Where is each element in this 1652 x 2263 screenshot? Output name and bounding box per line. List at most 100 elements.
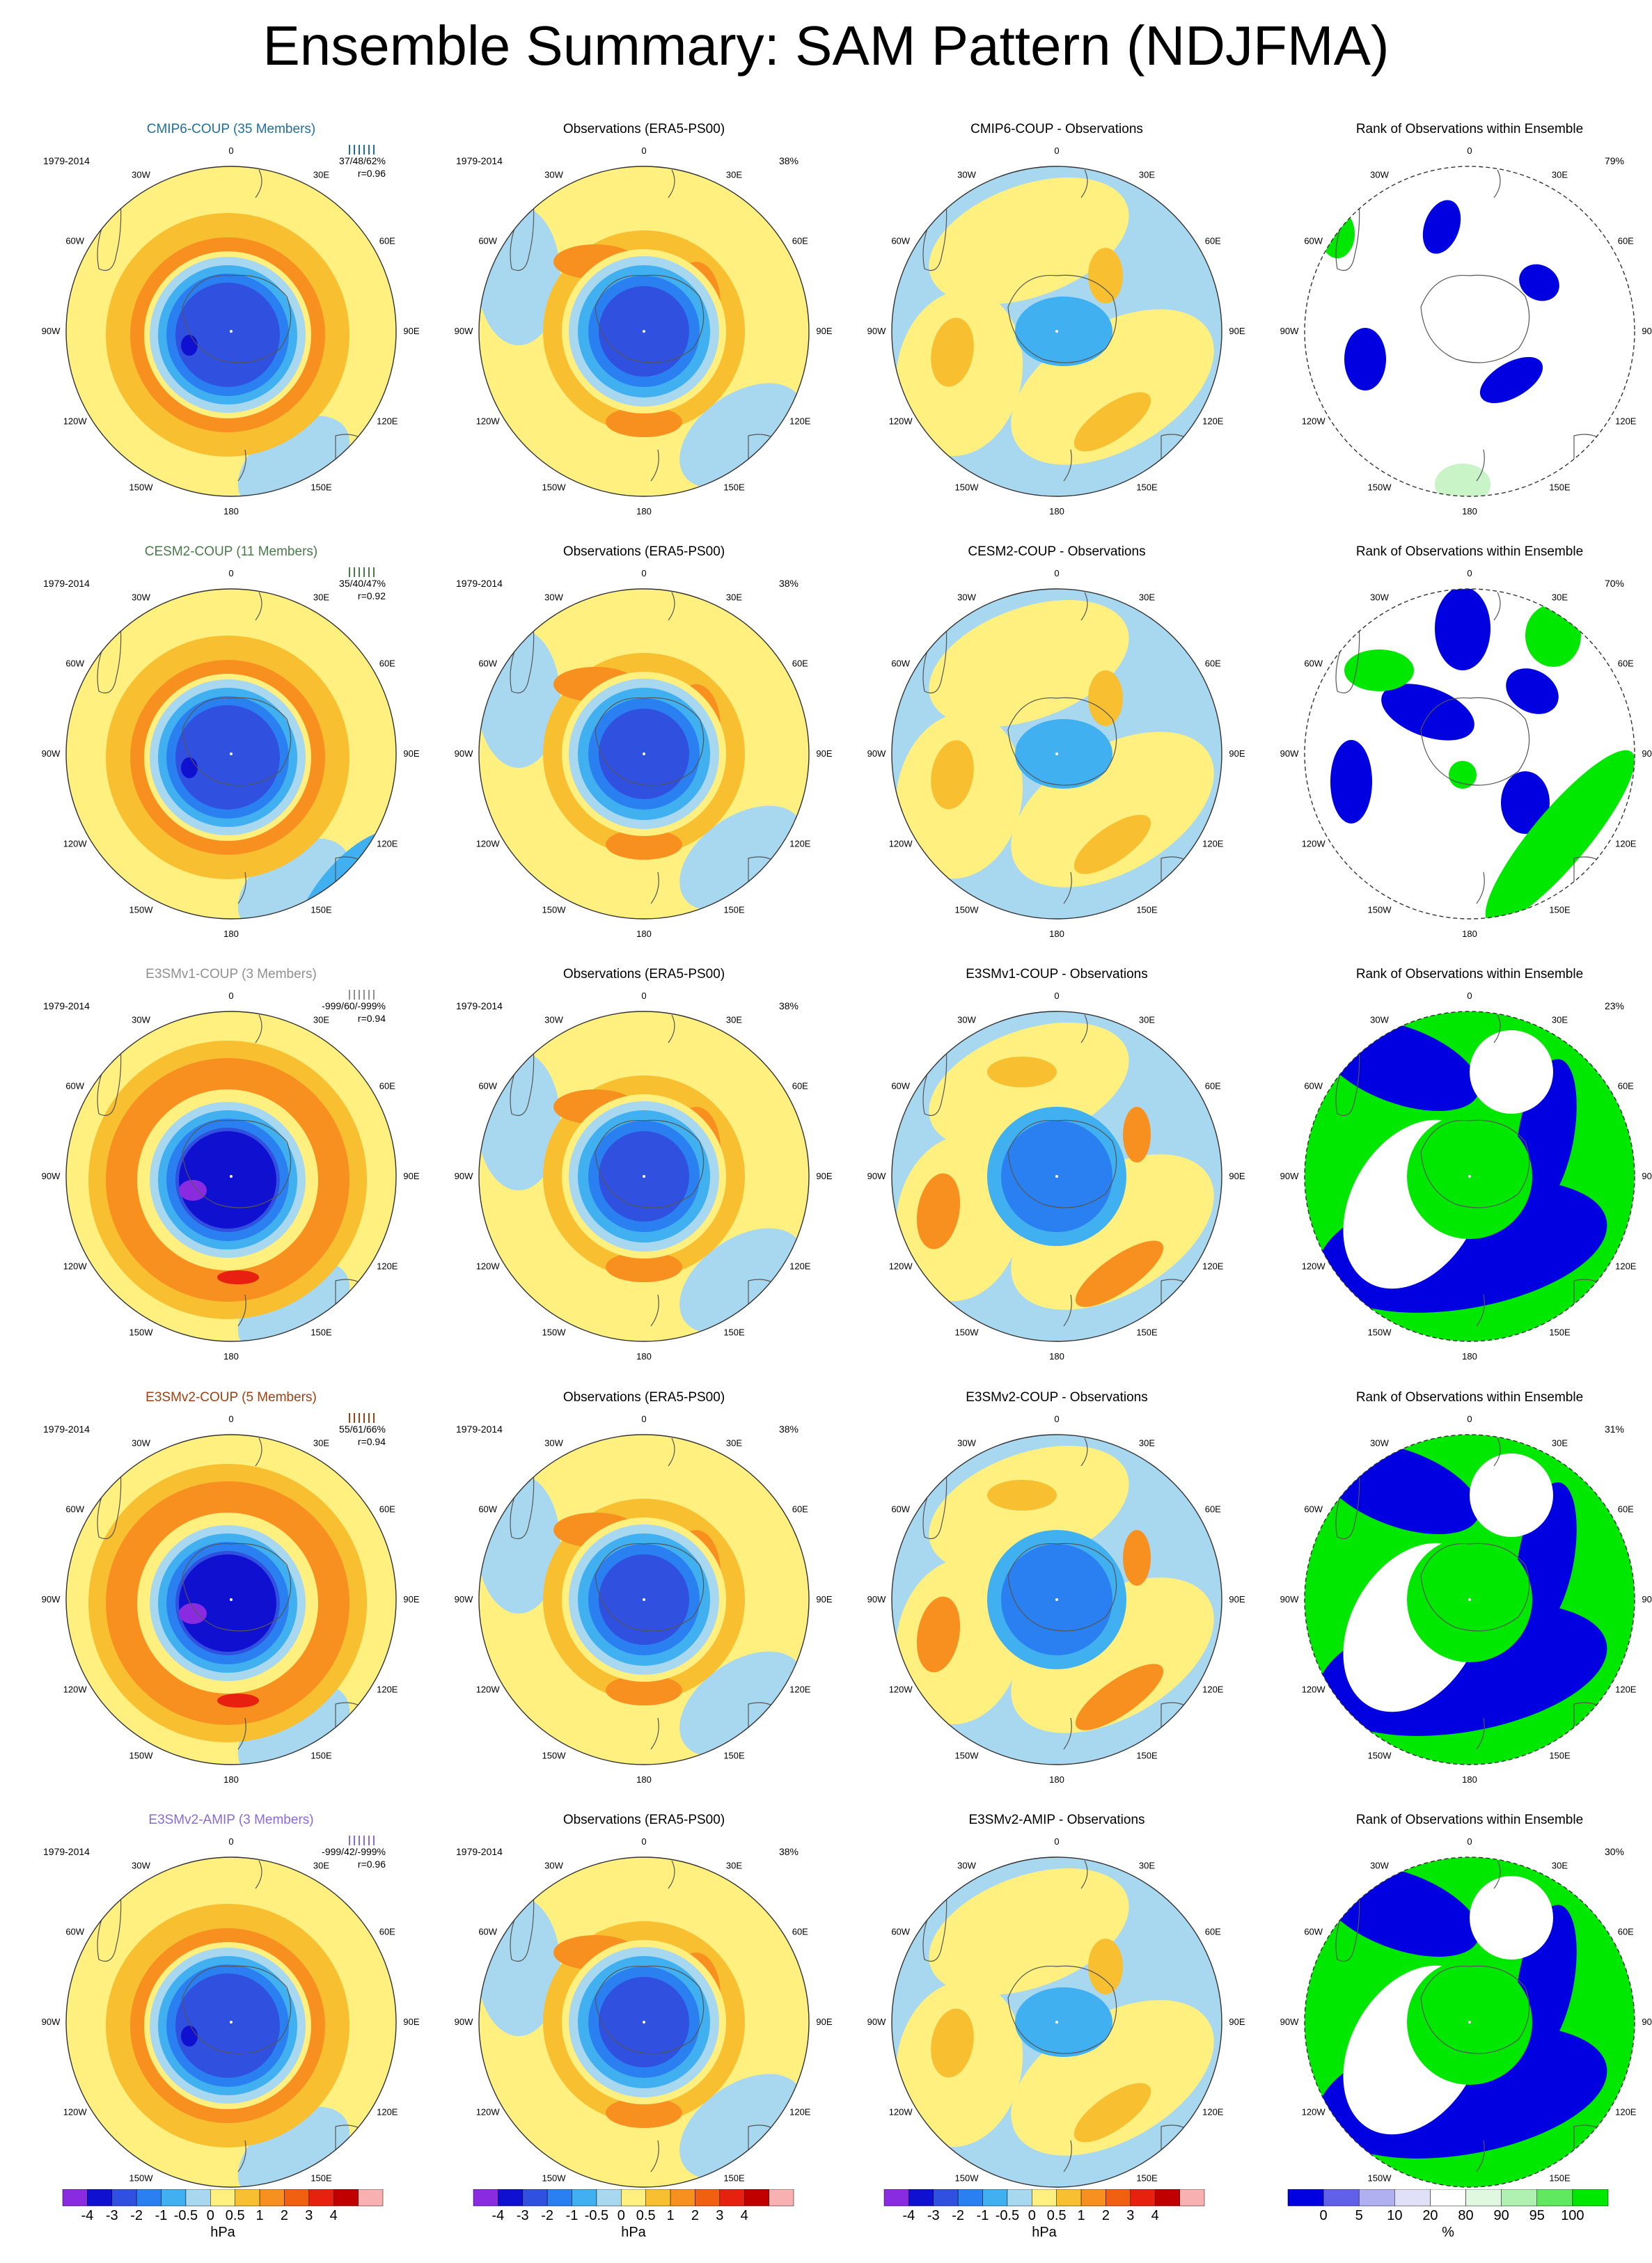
difference-title: E3SMv2-COUP - Observations [966, 1390, 1148, 1405]
pattern-correlation: r=0.94 [358, 1013, 386, 1024]
south-pole-marker [230, 1598, 233, 1601]
colorbar-tick-label: 3 [305, 2208, 313, 2223]
rank-percentage: 31% [1605, 1424, 1624, 1435]
colorbar-tick-label: -0.5 [996, 2208, 1019, 2223]
new-zealand-coastline [650, 2140, 660, 2173]
longitude-label: 90W [1280, 1594, 1298, 1604]
difference-panel: 0 30E 60E 90E 120E 150E 180 150W 120W 90W 60W 30W CE… [867, 538, 1259, 956]
extreme-negative-region [181, 2026, 198, 2047]
colorbar-tick-label: -1 [566, 2208, 579, 2223]
longitude-label: 60E [792, 1927, 808, 1937]
longitude-label: 120W [63, 838, 88, 849]
longitude-label: 30E [1139, 592, 1155, 603]
rank-title: Rank of Observations within Ensemble [1356, 122, 1583, 136]
longitude-label: 120W [889, 2107, 913, 2118]
hpa-colorbar-difference: -4 -3 -2 -1 -0.5 0 0.5 1 2 3 4 hPa [870, 2189, 1218, 2248]
colorbar-tick-label: 0 [617, 2208, 625, 2223]
longitude-label: 0 [1467, 145, 1472, 156]
colorbar-tick-label: -4 [81, 2208, 93, 2223]
positive-region [606, 1674, 683, 1705]
colorbar-segment [1501, 2189, 1538, 2207]
longitude-label: 0 [229, 568, 234, 578]
longitude-label: 60W [891, 1504, 910, 1514]
longitude-label: 90E [1642, 1594, 1652, 1604]
south-pole-marker [230, 1175, 233, 1178]
period-label: 1979-2014 [456, 1846, 503, 1857]
longitude-label: 90E [817, 1594, 833, 1604]
longitude-label: 120W [63, 416, 88, 426]
antarctica-coastline [182, 1543, 292, 1632]
model-panel: 030E60E90E120E150E180150W120W90W60W30WE3… [42, 1806, 433, 2224]
difference-title: CMIP6-COUP - Observations [970, 122, 1143, 136]
map-boundary [891, 1433, 1222, 1765]
south-pole-marker [1055, 1175, 1058, 1178]
new-zealand-coastline [1476, 1295, 1485, 1327]
longitude-label: 180 [1462, 1774, 1477, 1785]
map-boundary [891, 165, 1222, 497]
longitude-label: 90E [404, 2017, 420, 2027]
longitude-label: 60E [379, 1927, 395, 1937]
south-pole-marker [1055, 1598, 1058, 1601]
rank-title: Rank of Observations within Ensemble [1356, 544, 1583, 559]
colorbar-tick-label: 1 [256, 2208, 264, 2223]
colorbar-unit: hPa [621, 2225, 646, 2240]
colorbar-segment [473, 2189, 498, 2207]
longitude-label: 60W [66, 1081, 85, 1091]
longitude-label: 60W [1304, 1081, 1323, 1091]
longitude-label: 120W [63, 1261, 88, 1272]
rank-mid-region [1469, 1030, 1553, 1114]
longitude-label: 120E [789, 838, 811, 849]
south-pole-marker [643, 329, 646, 333]
period-label: 1979-2014 [456, 578, 503, 589]
antarctica-coastline [1007, 274, 1117, 363]
longitude-label: 90E [1229, 748, 1245, 759]
longitude-label: 90E [404, 1171, 420, 1181]
longitude-label: 120E [377, 1261, 399, 1272]
africa-coastline [255, 1015, 262, 1043]
difference-title: E3SMv1-COUP - Observations [966, 967, 1148, 981]
longitude-label: 60W [479, 1504, 498, 1514]
africa-coastline [668, 1437, 675, 1467]
rank-percentage: 79% [1605, 155, 1624, 166]
colorbar-tick-label: -3 [927, 2208, 940, 2223]
longitude-label: 30W [957, 169, 976, 180]
extreme-positive-region [217, 1270, 260, 1285]
longitude-label: 120W [1302, 2107, 1326, 2118]
negative-region [1015, 718, 1112, 789]
longitude-label: 150W [1367, 1750, 1392, 1760]
longitude-label: 30W [132, 1015, 151, 1025]
longitude-label: 120W [889, 838, 913, 849]
south-pole-marker [643, 1598, 646, 1601]
colorbar-tick-label: -1 [977, 2208, 989, 2223]
longitude-label: 30W [132, 592, 151, 603]
longitude-label: 30W [132, 1437, 151, 1448]
longitude-label: 120E [1615, 416, 1637, 426]
colorbar-segment [136, 2189, 162, 2207]
longitude-label: 30W [544, 1861, 563, 1871]
longitude-label: 30W [1370, 1437, 1389, 1448]
africa-coastline [1493, 592, 1501, 621]
longitude-label: 120E [377, 416, 399, 426]
longitude-label: 30W [1370, 1015, 1389, 1025]
colorbar-segment [1007, 2189, 1032, 2207]
longitude-label: 0 [642, 1414, 647, 1424]
longitude-label: 90E [1229, 1171, 1245, 1181]
longitude-label: 90W [455, 1171, 473, 1181]
south-pole-marker [230, 2021, 233, 2024]
new-zealand-coastline [650, 449, 660, 481]
positive-region [606, 2097, 683, 2129]
colorbar-segment [596, 2189, 622, 2207]
colorbar-tick-label: 0.5 [636, 2208, 656, 2223]
rank-panel: 0 30E 60E 90E 120E 150E 180 150W 120W 90W 60W 30W Ra… [1280, 1384, 1652, 1801]
rank-percentage: 23% [1605, 1000, 1624, 1011]
colorbar-segment [1465, 2189, 1502, 2207]
positive-region [606, 1252, 683, 1283]
south-pole-marker [1468, 1598, 1471, 1601]
longitude-label: 90W [867, 1171, 886, 1181]
colorbar-segment [498, 2189, 524, 2207]
longitude-label: 120E [1202, 416, 1224, 426]
colorbar-tick-label: 95 [1529, 2208, 1545, 2223]
longitude-label: 30E [1552, 1861, 1568, 1871]
longitude-label: 120W [476, 416, 501, 426]
pattern-correlation: r=0.96 [358, 168, 386, 179]
